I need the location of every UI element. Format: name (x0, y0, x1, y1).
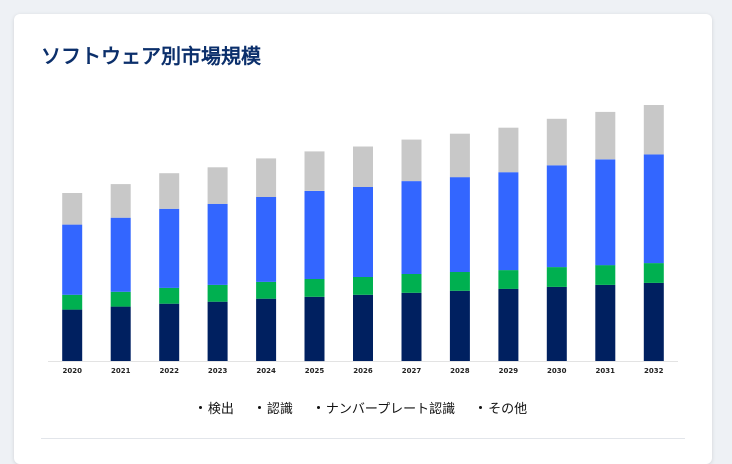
bar-segment-2031-series-1 (595, 265, 616, 285)
chart-legend: 検出 認識 ナンバープレート認識 その他 (14, 398, 712, 417)
bar-segment-2025-series-2 (304, 191, 325, 279)
x-tick-label: 2021 (111, 367, 131, 375)
x-tick-label: 2030 (547, 367, 567, 375)
legend-item-detection: 検出 (198, 398, 234, 417)
bar-segment-2024-series-2 (256, 196, 277, 282)
bar-segment-2023-series-3 (207, 167, 228, 204)
bar-segment-2025-series-1 (304, 279, 325, 297)
bar-segment-2032-series-1 (643, 263, 664, 283)
bar-segment-2027-series-3 (401, 139, 422, 182)
bar-segment-2026-series-2 (353, 187, 373, 277)
bar-segment-2020-series-1 (62, 294, 83, 310)
bar-segment-2024-series-3 (256, 158, 277, 197)
bar-segment-2022-series-1 (159, 287, 180, 304)
x-tick-label: 2020 (62, 367, 82, 375)
legend-item-other: その他 (479, 398, 527, 417)
bar-segment-2031-series-3 (595, 111, 616, 160)
x-tick-label: 2031 (596, 367, 616, 375)
legend-bullet (198, 406, 202, 409)
bar-segment-2024-series-0 (256, 298, 277, 361)
legend-label: 検出 (207, 402, 234, 417)
card-divider (41, 438, 685, 439)
x-tick-label: 2028 (450, 367, 470, 375)
bar-segment-2028-series-3 (449, 133, 470, 178)
legend-label: その他 (488, 402, 528, 417)
bar-segment-2025-series-0 (304, 296, 325, 362)
bar-segment-2021-series-2 (110, 217, 131, 292)
bar-segment-2026-series-1 (353, 277, 373, 295)
bar-segment-2022-series-3 (159, 173, 180, 209)
bar-segment-2027-series-1 (401, 274, 422, 293)
bar-segment-2022-series-2 (159, 208, 180, 288)
chart-card: ソフトウェア別市場規模 2020 2021 2022 2023 2024 2025 2026… (14, 14, 712, 464)
bar-segment-2022-series-0 (159, 303, 180, 361)
bar-segment-2020-series-2 (62, 224, 83, 295)
bar-segment-2026-series-3 (353, 146, 373, 187)
x-tick-label: 2029 (499, 367, 519, 375)
bar-segment-2020-series-0 (62, 309, 83, 361)
legend-item-license-plate: ナンバープレート認識 (316, 398, 456, 417)
bar-segment-2025-series-3 (304, 151, 325, 191)
legend-bullet (479, 406, 483, 409)
bar-segment-2032-series-2 (643, 154, 664, 264)
bar-segment-2029-series-2 (498, 172, 519, 271)
bar-segment-2021-series-0 (110, 306, 131, 361)
x-tick-label: 2022 (159, 367, 179, 375)
bar-segment-2030-series-3 (546, 118, 567, 166)
bar-segment-2030-series-1 (546, 267, 567, 287)
bar-segment-2027-series-2 (401, 181, 422, 274)
bar-segment-2020-series-3 (62, 193, 83, 225)
bar-segment-2031-series-2 (595, 159, 616, 266)
bar-segment-2029-series-1 (498, 270, 519, 289)
x-tick-label: 2026 (353, 367, 373, 375)
bar-segment-2029-series-0 (498, 288, 519, 361)
bar-segment-2024-series-1 (256, 281, 277, 299)
bar-segment-2030-series-2 (546, 165, 567, 268)
legend-label: ナンバープレート認識 (325, 402, 456, 417)
bar-segment-2021-series-3 (110, 184, 131, 218)
legend-bullet (316, 406, 320, 409)
bar-segment-2028-series-2 (449, 177, 470, 272)
bar-segment-2023-series-2 (207, 203, 228, 285)
chart-title: ソフトウェア別市場規模 (41, 44, 261, 68)
x-tick-label: 2023 (208, 367, 228, 375)
legend-bullet (257, 406, 261, 409)
bar-segment-2030-series-0 (546, 286, 567, 361)
x-tick-label: 2024 (256, 367, 276, 375)
bar-segment-2028-series-0 (449, 290, 470, 361)
legend-item-recognition: 認識 (257, 398, 293, 417)
legend-label: 認識 (266, 402, 293, 417)
bar-segment-2032-series-3 (643, 105, 664, 155)
bar-segment-2023-series-1 (207, 284, 228, 302)
x-tick-label: 2025 (305, 367, 325, 375)
bar-segment-2026-series-0 (353, 294, 373, 361)
bar-segment-2032-series-0 (643, 282, 664, 361)
bar-segment-2029-series-3 (498, 127, 519, 173)
bar-segment-2023-series-0 (207, 301, 228, 361)
bar-segment-2021-series-1 (110, 291, 131, 307)
bar-segment-2031-series-0 (595, 284, 616, 361)
bar-segment-2027-series-0 (401, 292, 422, 361)
x-tick-label: 2032 (644, 367, 664, 375)
x-tick-label: 2027 (402, 367, 422, 375)
bar-segment-2028-series-1 (449, 272, 470, 291)
stacked-bar-chart: 2020 2021 2022 2023 2024 2025 2026 2027 2028 2029… (48, 105, 678, 375)
